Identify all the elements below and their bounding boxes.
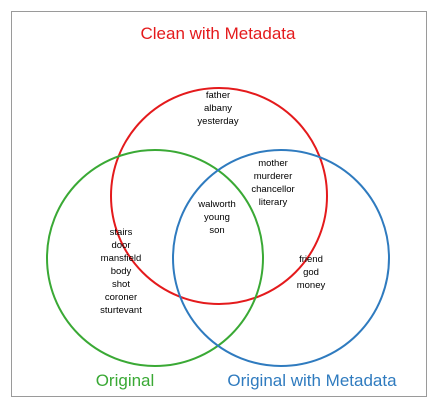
region-word: mother (258, 158, 288, 169)
region-word: shot (112, 279, 130, 290)
region-word: murderer (254, 171, 293, 182)
region-word: money (297, 280, 326, 291)
region-word: walworth (197, 199, 236, 210)
region-original-only: stairs door mansfield body shot coroner … (100, 227, 142, 316)
region-original-with-metadata-only: friend god money (297, 254, 326, 291)
region-word: yesterday (197, 116, 238, 127)
set-title-original-with-metadata: Original with Metadata (227, 371, 397, 390)
circle-original-with-metadata (172, 149, 390, 367)
region-word: father (206, 90, 230, 101)
region-word: god (303, 267, 319, 278)
region-word: stairs (110, 227, 133, 238)
region-word: albany (204, 103, 232, 114)
circle-original (46, 149, 264, 367)
region-word: body (111, 266, 132, 277)
region-word: coroner (105, 292, 137, 303)
region-word: chancellor (251, 184, 294, 195)
region-word: door (111, 240, 130, 251)
set-title-clean-with-metadata: Clean with Metadata (141, 24, 297, 43)
region-word: young (204, 212, 230, 223)
region-clean-and-original-with-metadata: mother murderer chancellor literary (251, 158, 294, 208)
region-word: literary (259, 197, 288, 208)
region-all-three: walworth young son (197, 199, 236, 236)
set-title-original: Original (96, 371, 155, 390)
region-clean-only: father albany yesterday (197, 90, 238, 127)
circle-clean-with-metadata (110, 87, 328, 305)
region-word: son (209, 225, 224, 236)
region-word: mansfield (101, 253, 142, 264)
region-word: sturtevant (100, 305, 142, 316)
region-word: friend (299, 254, 323, 265)
diagram-frame (11, 11, 427, 397)
